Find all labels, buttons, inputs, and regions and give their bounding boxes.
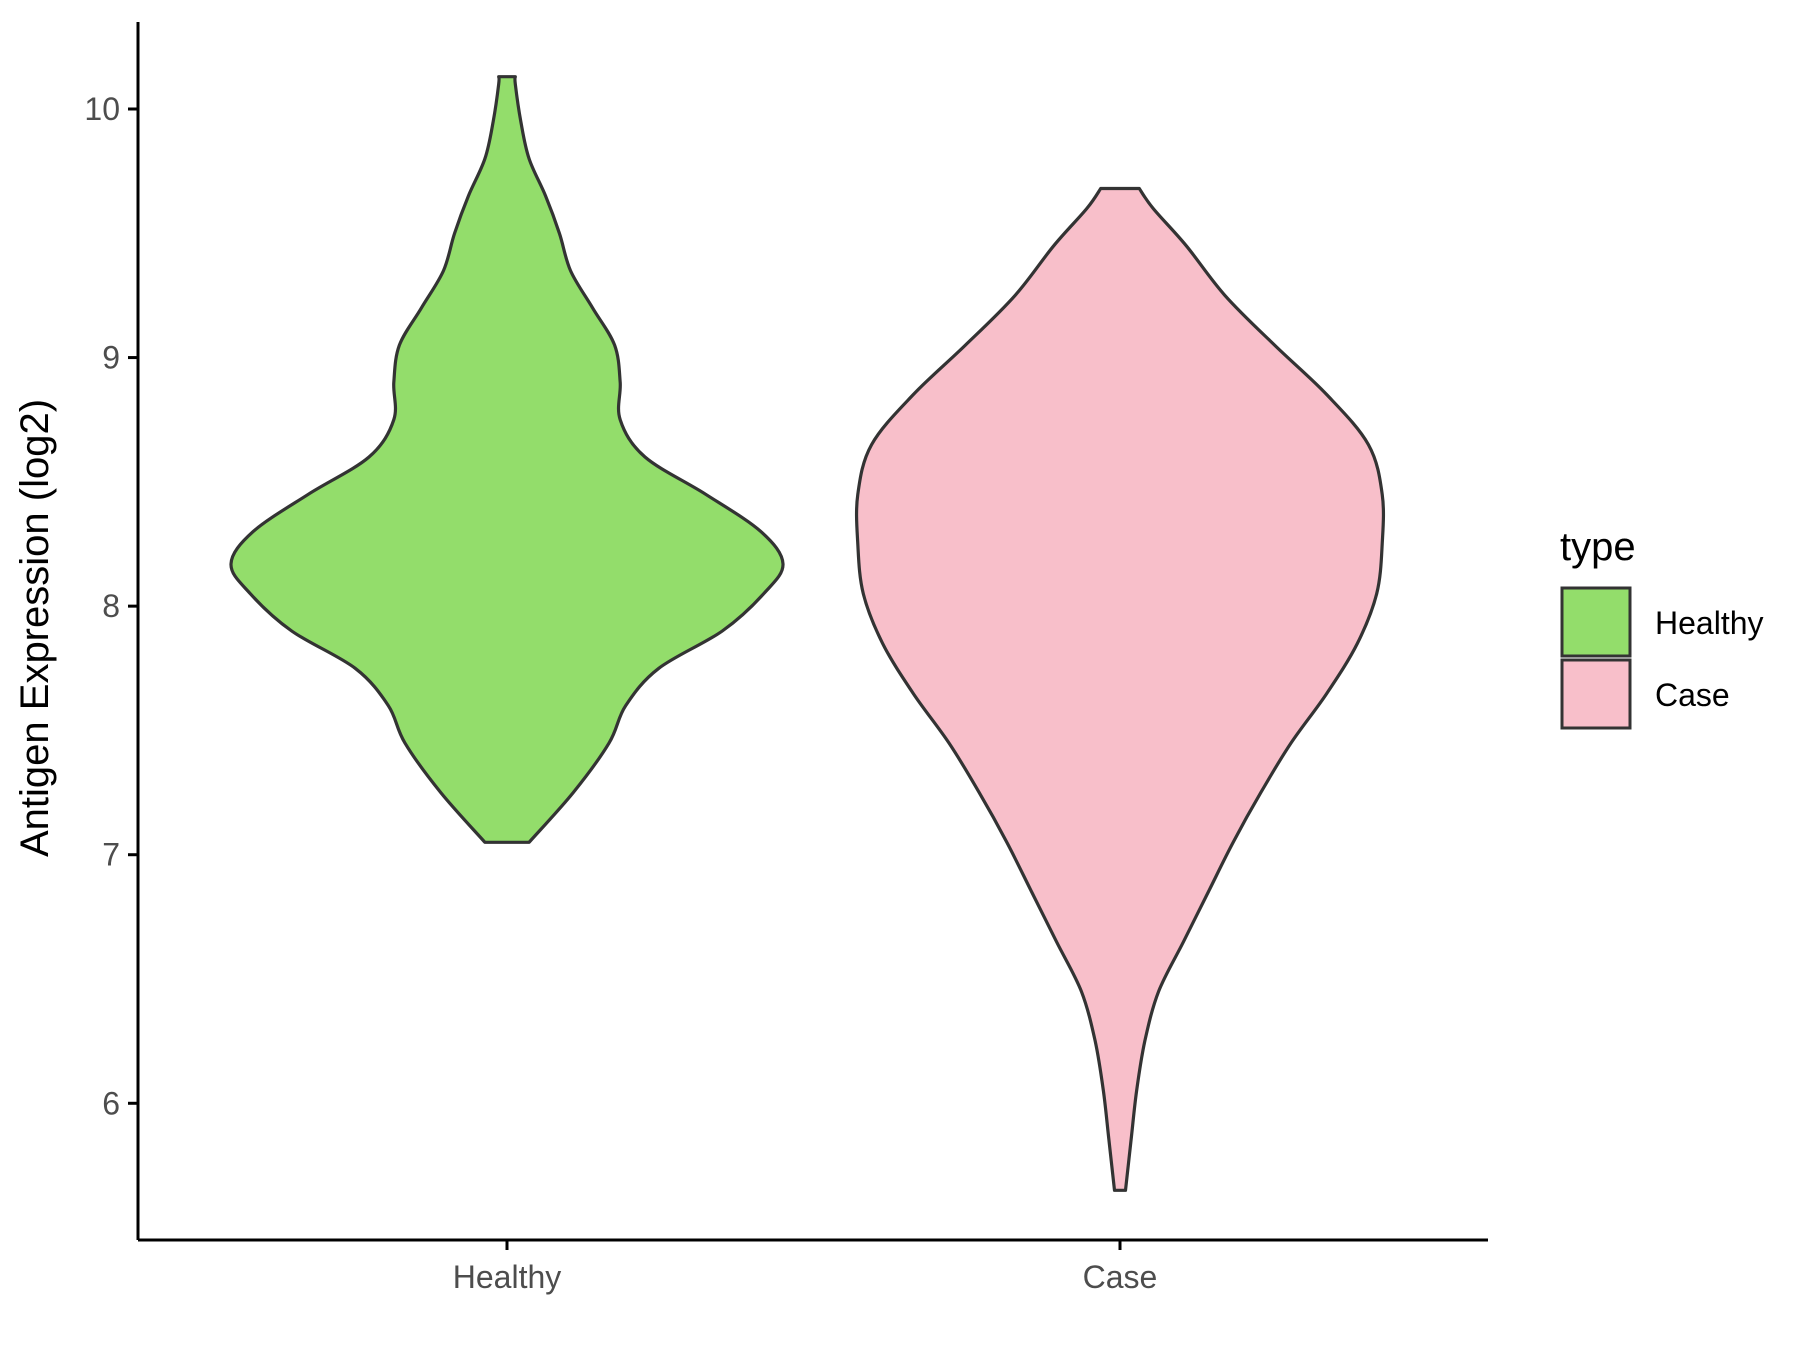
y-tick-label: 7 — [102, 837, 120, 873]
y-ticks: 6 7 8 9 10 — [84, 91, 138, 1121]
y-tick-label: 9 — [102, 340, 120, 376]
y-tick-label: 10 — [84, 91, 120, 127]
legend-label-healthy: Healthy — [1655, 605, 1764, 641]
legend-label-case: Case — [1655, 677, 1730, 713]
violin-case — [854, 186, 1386, 1192]
y-tick-label: 8 — [102, 588, 120, 624]
legend-swatch-case — [1560, 658, 1632, 730]
y-tick-label: 6 — [102, 1085, 120, 1121]
x-ticks: Healthy Case — [453, 1240, 1158, 1295]
x-tick-label: Case — [1083, 1259, 1158, 1295]
legend-swatch-healthy — [1560, 586, 1632, 658]
y-axis-title: Antigen Expression (log2) — [13, 399, 57, 857]
legend: type Healthy Case — [1560, 525, 1764, 730]
violins-layer — [229, 75, 1386, 1192]
legend-title: type — [1560, 525, 1636, 569]
x-tick-label: Healthy — [453, 1259, 562, 1295]
axes-layer — [136, 22, 1488, 1242]
violin-healthy — [229, 75, 785, 844]
